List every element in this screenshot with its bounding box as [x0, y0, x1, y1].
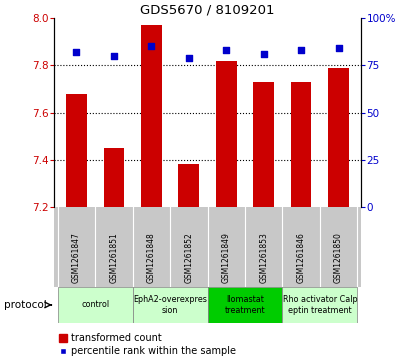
Point — [73, 49, 80, 55]
Bar — [104, 148, 124, 207]
Bar — [328, 68, 349, 207]
Point — [186, 55, 192, 61]
Point — [335, 45, 342, 51]
Bar — [66, 94, 87, 207]
Bar — [178, 164, 199, 207]
Text: Rho activator Calp
eptin treatment: Rho activator Calp eptin treatment — [283, 295, 357, 315]
Text: GSM1261852: GSM1261852 — [184, 232, 193, 283]
Text: control: control — [81, 301, 109, 309]
Text: EphA2-overexpres
sion: EphA2-overexpres sion — [133, 295, 207, 315]
Text: GSM1261849: GSM1261849 — [222, 232, 231, 283]
Bar — [141, 25, 161, 207]
Point — [223, 47, 229, 53]
Text: GSM1261851: GSM1261851 — [110, 232, 118, 283]
Bar — [208, 287, 282, 323]
Text: GSM1261847: GSM1261847 — [72, 232, 81, 283]
Text: GSM1261850: GSM1261850 — [334, 232, 343, 283]
Point — [148, 44, 155, 49]
Text: GSM1261846: GSM1261846 — [297, 232, 305, 283]
Text: GSM1261853: GSM1261853 — [259, 232, 268, 283]
Bar — [58, 287, 133, 323]
Legend: transformed count, percentile rank within the sample: transformed count, percentile rank withi… — [59, 333, 237, 356]
Title: GDS5670 / 8109201: GDS5670 / 8109201 — [140, 4, 275, 17]
Bar — [216, 61, 237, 207]
Point — [260, 51, 267, 57]
Text: GSM1261848: GSM1261848 — [147, 232, 156, 283]
Bar — [133, 287, 208, 323]
Bar — [291, 82, 311, 207]
Bar — [282, 287, 357, 323]
Text: protocol: protocol — [4, 300, 47, 310]
Point — [110, 53, 117, 59]
Point — [298, 47, 305, 53]
Bar — [254, 82, 274, 207]
Text: Ilomastat
treatment: Ilomastat treatment — [225, 295, 265, 315]
